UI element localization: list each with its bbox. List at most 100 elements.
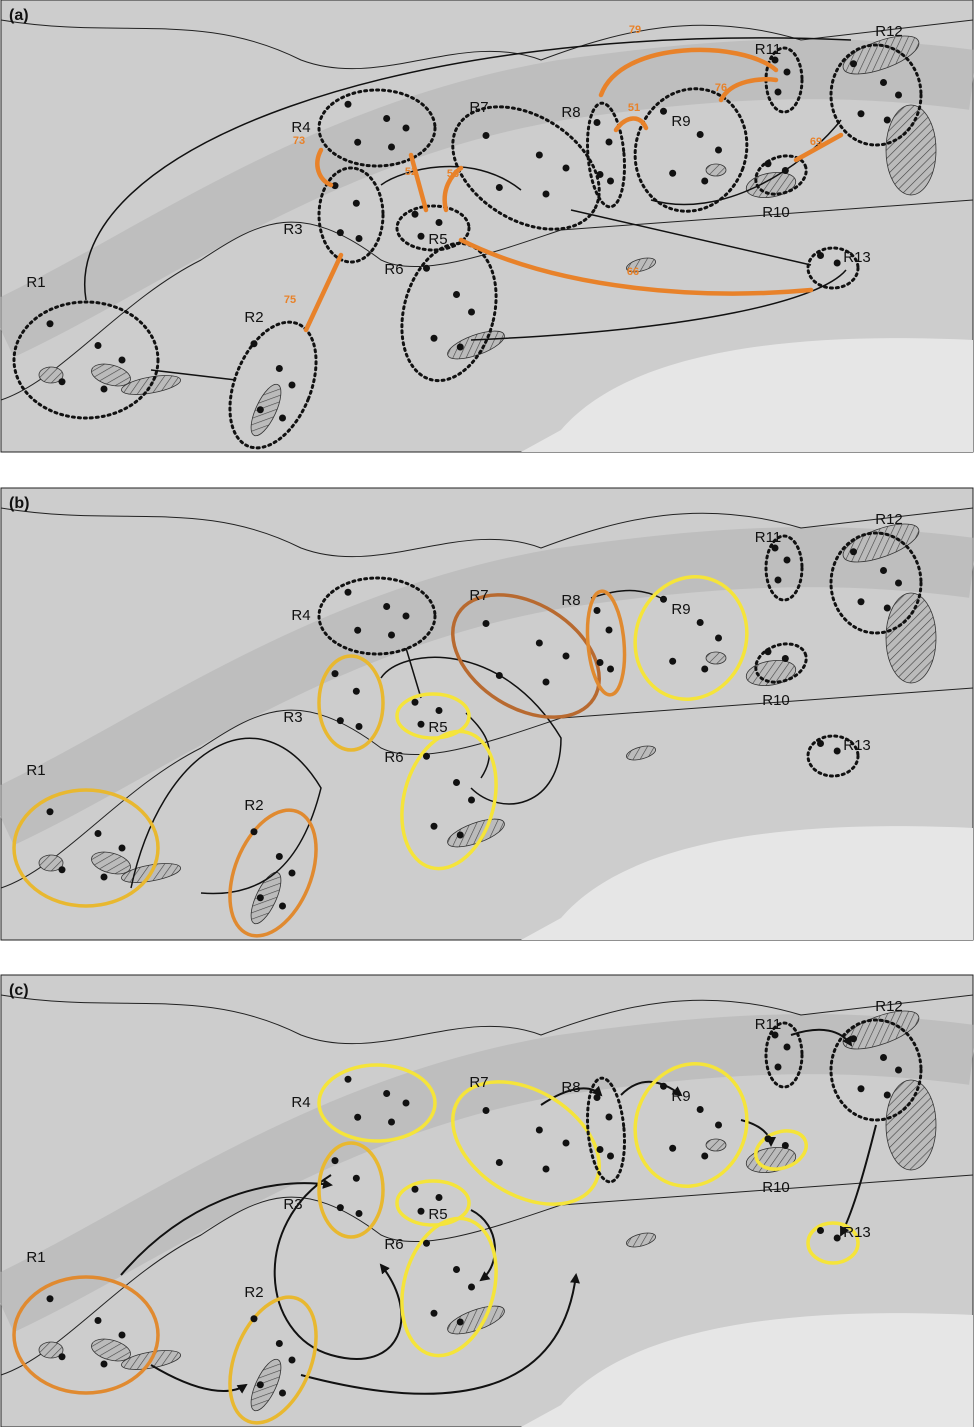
sample-site [418, 233, 425, 240]
region-label: R7 [469, 99, 488, 116]
region-label: R9 [671, 601, 690, 618]
sample-site [257, 1381, 264, 1388]
region-label: R9 [671, 113, 690, 130]
sample-site [423, 1240, 430, 1247]
sample-site [483, 132, 490, 139]
sample-site [276, 1340, 283, 1347]
sample-site [543, 679, 550, 686]
sample-site [453, 291, 460, 298]
region-label: R10 [762, 204, 790, 221]
region-label: R12 [875, 511, 903, 528]
sample-site [279, 1390, 286, 1397]
sample-site [765, 1135, 772, 1142]
sample-site [895, 1067, 902, 1074]
region-label: R4 [291, 607, 310, 624]
sample-site [353, 200, 360, 207]
sample-site [563, 653, 570, 660]
sample-site [353, 1175, 360, 1182]
sample-site [701, 666, 708, 673]
sample-site [782, 1142, 789, 1149]
sample-site [337, 229, 344, 236]
hatched-area [706, 652, 726, 664]
sample-site [765, 160, 772, 167]
sample-site [496, 1159, 503, 1166]
sample-site [251, 340, 258, 347]
sample-site [775, 1064, 782, 1071]
sample-site [850, 548, 857, 555]
sample-site [95, 1317, 102, 1324]
sample-site [453, 779, 460, 786]
sample-site [436, 707, 443, 714]
sample-site [354, 1114, 361, 1121]
sample-site [337, 717, 344, 724]
sample-site [536, 152, 543, 159]
link-label: 56 [447, 168, 459, 180]
sample-site [782, 655, 789, 662]
sample-site [59, 378, 66, 385]
hatched-area [886, 1080, 936, 1170]
sample-site [356, 235, 363, 242]
hatched-area [706, 164, 726, 176]
sample-site [597, 1146, 604, 1153]
sample-site [669, 1145, 676, 1152]
sample-site [431, 335, 438, 342]
region-label: R8 [561, 592, 580, 609]
sample-site [884, 117, 891, 124]
hatched-area [886, 105, 936, 195]
sample-site [858, 110, 865, 117]
sample-site [834, 260, 841, 267]
sample-site [101, 874, 108, 881]
sample-site [279, 415, 286, 422]
region-label: R13 [843, 1224, 871, 1241]
region-label: R2 [244, 309, 263, 326]
link-label: 76 [715, 82, 727, 94]
sample-site [782, 167, 789, 174]
sample-site [715, 147, 722, 154]
sample-site [436, 219, 443, 226]
sample-site [884, 605, 891, 612]
sample-site [95, 830, 102, 837]
region-label: R4 [291, 1094, 310, 1111]
sample-site [354, 627, 361, 634]
sample-site [332, 670, 339, 677]
sample-site [431, 823, 438, 830]
sample-site [119, 845, 126, 852]
link-label: 73 [293, 135, 305, 147]
sample-site [337, 1204, 344, 1211]
sample-site [468, 1284, 475, 1291]
region-label: R3 [283, 221, 302, 238]
sample-site [119, 1332, 126, 1339]
sample-site [701, 1153, 708, 1160]
region-label: R2 [244, 1284, 263, 1301]
region-label: R4 [291, 119, 310, 136]
sample-site [496, 672, 503, 679]
figure: R1R2R3R4R5R6R7R8R9R10R11R12R137976517352… [0, 0, 974, 1427]
sample-site [858, 1085, 865, 1092]
sample-site [715, 1122, 722, 1129]
sample-site [101, 386, 108, 393]
sample-site [412, 211, 419, 218]
sample-site [453, 1266, 460, 1273]
region-label: R12 [875, 23, 903, 40]
sample-site [332, 1157, 339, 1164]
region-label: R13 [843, 249, 871, 266]
sample-site [669, 658, 676, 665]
sample-site [817, 1227, 824, 1234]
sample-site [850, 1035, 857, 1042]
sample-site [895, 92, 902, 99]
sample-site [563, 165, 570, 172]
sample-site [423, 265, 430, 272]
link-label: 52 [405, 166, 417, 178]
sample-site [543, 191, 550, 198]
sample-site [606, 1114, 613, 1121]
sample-site [697, 131, 704, 138]
sample-site [289, 1357, 296, 1364]
sample-site [388, 144, 395, 151]
sample-site [715, 635, 722, 642]
sample-site [594, 119, 601, 126]
sample-site [543, 1166, 550, 1173]
sample-site [47, 320, 54, 327]
sample-site [345, 589, 352, 596]
region-label: R10 [762, 692, 790, 709]
